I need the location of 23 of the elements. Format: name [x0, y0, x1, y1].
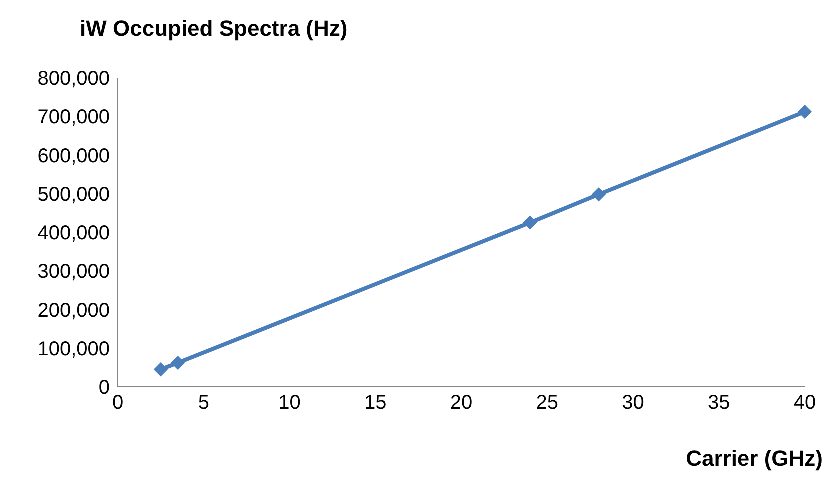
x-tick-label: 15: [364, 392, 387, 414]
x-tick-label: 10: [278, 392, 301, 414]
x-tick-label: 40: [794, 392, 816, 414]
y-tick-label: 0: [98, 377, 110, 400]
x-tick-label: 30: [622, 392, 644, 414]
point: [592, 188, 606, 202]
x-tick-label: 35: [708, 392, 730, 414]
y-tick-label: 100,000: [38, 338, 110, 360]
chart-title: iW Occupied Spectra (Hz): [80, 16, 348, 42]
y-tick-label: 200,000: [38, 300, 110, 322]
x-tick-label: 20: [450, 392, 473, 414]
y-tick-label: 600,000: [38, 145, 110, 168]
point: [523, 216, 538, 230]
y-tick-label: 400,000: [38, 222, 110, 245]
x-tick-label: 5: [198, 392, 210, 414]
y-tick-label: 500,000: [38, 184, 110, 206]
y-tick-label: 300,000: [38, 261, 110, 284]
y-tick-label: 700,000: [38, 106, 110, 129]
point: [171, 356, 186, 370]
y-tick-label: 800,000: [38, 68, 110, 90]
x-tick-label: 0: [112, 392, 124, 414]
x-axis-title: Carrier (GHz): [686, 446, 823, 472]
x-tick-label: 25: [536, 392, 558, 414]
